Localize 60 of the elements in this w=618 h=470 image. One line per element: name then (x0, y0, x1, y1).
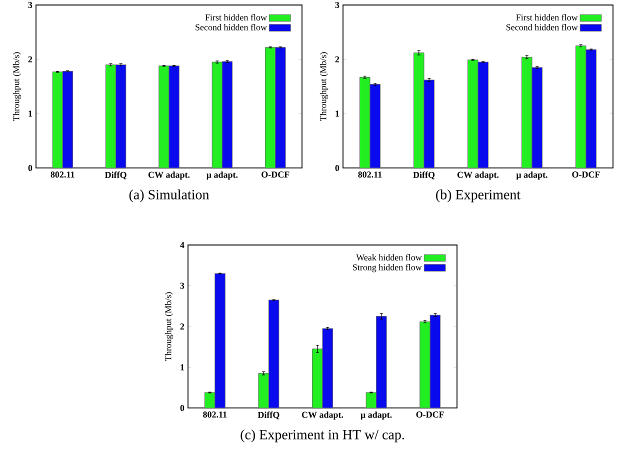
x-tick-label: CW adapt. (148, 172, 190, 180)
bar (359, 77, 370, 168)
y-tick-label: 3 (180, 282, 184, 289)
text: (c) Experiment in HT w/ cap. (240, 430, 404, 442)
x-tick-label: O-DCF (572, 172, 600, 178)
legend-label: Second hidden flow (196, 24, 267, 30)
legend-label: Weak hidden flow (356, 254, 422, 261)
x-tick-label: DiffQ (413, 172, 435, 180)
x-tick-label: 802.11 (358, 172, 382, 178)
bar (212, 62, 222, 168)
y-tick-label: 2 (28, 56, 32, 62)
x-tick-label: DiffQ (104, 172, 126, 180)
legend-label: Strong hidden flow (352, 264, 422, 272)
bar (116, 64, 126, 168)
bar (575, 45, 586, 168)
legend-label: First hidden flow (516, 14, 578, 21)
bar (158, 66, 170, 168)
x-tick-label: CW adapt. (302, 412, 344, 420)
bar (62, 71, 73, 168)
bar (222, 61, 233, 168)
bar (275, 47, 286, 168)
y-tick-label: 3 (335, 2, 340, 8)
y-tick-label: 1 (28, 110, 32, 117)
text: (a) Simulation (129, 190, 210, 202)
bar (521, 56, 532, 168)
y-tick-label: 2 (335, 56, 340, 62)
bar (322, 328, 333, 408)
x-tick-label: DiffQ (258, 412, 280, 420)
x-tick-label: μ adapt. (516, 172, 548, 180)
y-tick-label: 0 (335, 164, 340, 172)
x-tick-label: O-DCF (416, 412, 444, 418)
y-tick-label: 1 (336, 110, 339, 117)
y-tick-label: 0 (180, 404, 184, 412)
x-tick-label: CW adapt. (457, 172, 499, 180)
x-tick-label: 802.11 (203, 412, 227, 418)
y-axis-title: Throughput (Mb/s) (164, 292, 174, 361)
x-tick-label: O-DCF (262, 172, 290, 178)
y-axis-title: Throughput (Mb/s) (320, 52, 328, 121)
bar (413, 52, 424, 168)
legend-label: Second hidden flow (506, 24, 578, 30)
x-tick-label: μ adapt. (206, 172, 238, 180)
bar (376, 316, 387, 408)
bar (430, 314, 441, 408)
bar (52, 72, 63, 168)
y-axis-title: Throughput (Mb/s) (12, 52, 22, 121)
y-tick-label: 3 (28, 2, 32, 8)
x-tick-label: 802.11 (50, 172, 74, 178)
y-tick-label: 1 (180, 364, 184, 370)
bar (265, 47, 276, 168)
legend-label: First hidden flow (205, 14, 267, 21)
y-tick-label: 0 (28, 164, 32, 172)
bar (168, 66, 180, 168)
bar (268, 300, 280, 408)
y-tick-label: 4 (180, 242, 184, 248)
bar (467, 60, 478, 168)
bar (214, 273, 226, 408)
x-tick-label: μ adapt. (360, 412, 392, 420)
y-tick-label: 2 (180, 324, 184, 330)
bar (105, 64, 116, 168)
text: (b) Experiment (436, 190, 520, 202)
